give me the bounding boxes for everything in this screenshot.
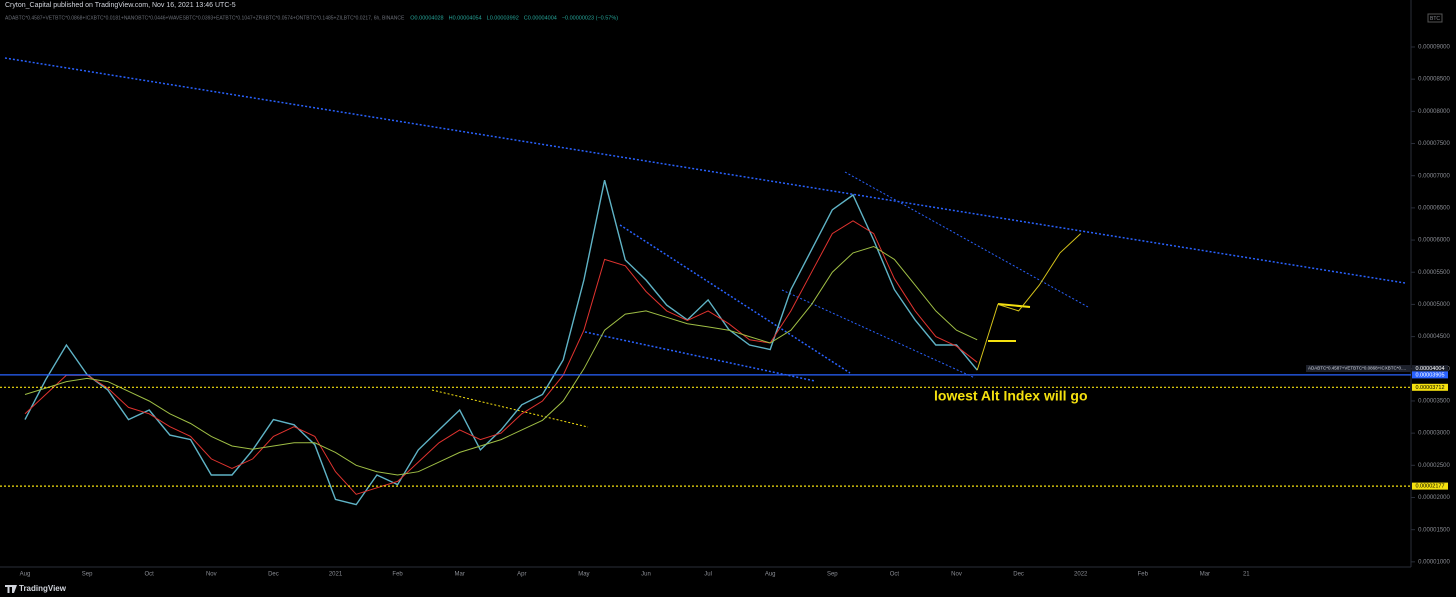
x-tick-label: Jun xyxy=(641,572,651,578)
y-tick-label: 0.00008500 xyxy=(1418,77,1450,83)
x-tick-label: Dec xyxy=(268,572,279,578)
brand: TradingView xyxy=(19,584,67,593)
x-tick-label: Feb xyxy=(392,572,403,578)
price-line xyxy=(24,180,978,506)
x-tick-label: Mar xyxy=(455,572,465,578)
y-tick-label: 0.00009000 xyxy=(1418,45,1450,51)
publisher: Cryton_Capital published on TradingView.… xyxy=(5,2,236,9)
symbol-row: ADABTC*0.4587+VETBTC*0.0868+ICXBTC*0.018… xyxy=(5,15,405,21)
brand-logo xyxy=(5,585,17,593)
y-tick-label: 0.00002500 xyxy=(1418,463,1450,469)
level-tag xyxy=(1412,383,1448,391)
trendline xyxy=(431,389,589,428)
x-tick-label: Sep xyxy=(82,572,93,578)
y-tick-label: 0.00003500 xyxy=(1418,399,1450,405)
y-tick-label: 0.00007500 xyxy=(1418,141,1450,147)
x-tick-label: 21 xyxy=(1243,572,1250,578)
trendline xyxy=(619,224,851,374)
level-tag xyxy=(1412,371,1448,379)
y-tick-label: 0.00003000 xyxy=(1418,431,1450,437)
currency-box xyxy=(1427,13,1443,23)
y-tick-label: 0.00006000 xyxy=(1418,238,1450,244)
level-tag xyxy=(1412,365,1448,373)
ohlc-value: H0.00004054 xyxy=(449,15,482,21)
footer xyxy=(0,580,1456,597)
x-tick-label: Oct xyxy=(890,572,900,578)
x-tick-label: Mar xyxy=(1200,572,1210,578)
x-tick-label: Sep xyxy=(827,572,838,578)
x-tick-label: Dec xyxy=(1013,572,1024,578)
ohlc-value: −0.00000023 (−0.57%) xyxy=(562,15,618,21)
symbol: ADABTC*0.4587+VETBTC*0.0868+ICXBTC*0.018… xyxy=(5,15,405,21)
price-line xyxy=(24,220,978,495)
x-tick-label: Apr xyxy=(517,572,526,578)
trendline xyxy=(781,289,976,379)
x-tick-label: May xyxy=(578,572,589,578)
y-tick-label: 0.00001000 xyxy=(1418,559,1450,565)
x-tick-label: Nov xyxy=(951,572,962,578)
trendlines xyxy=(4,57,1406,428)
y-tick-label: 0.00005500 xyxy=(1418,270,1450,276)
level-label: 0.00002177 xyxy=(1415,484,1444,490)
ohlc-value: L0.00003992 xyxy=(487,15,519,21)
level-tag xyxy=(1412,482,1448,490)
x-tick-label: Aug xyxy=(765,572,776,578)
symbol-tag xyxy=(1306,365,1411,373)
y-tick-label: 0.00004500 xyxy=(1418,334,1450,340)
annotation: lowest Alt Index will go xyxy=(934,388,1088,404)
y-tick-label: 0.00001500 xyxy=(1418,527,1450,533)
x-tick-label: Feb xyxy=(1138,572,1149,578)
y-tick-label: 0.00006500 xyxy=(1418,205,1450,211)
x-tick-label: Nov xyxy=(206,572,217,578)
ohlc-value: C0.00004004 xyxy=(524,15,557,21)
x-tick-label: Jul xyxy=(704,572,712,578)
x-tick-label: 2022 xyxy=(1074,572,1088,578)
price-line xyxy=(24,245,978,476)
currency: BTC xyxy=(1430,16,1440,22)
x-tick-label: Aug xyxy=(20,572,31,578)
trendline xyxy=(584,331,816,382)
flag-line xyxy=(997,303,1031,308)
price-line xyxy=(976,233,1082,371)
y-tick-label: 0.00007000 xyxy=(1418,173,1450,179)
y-tick-label: 0.00002000 xyxy=(1418,495,1450,501)
y-tick-label: 0.00008000 xyxy=(1418,109,1450,115)
level-label: 0.00003712 xyxy=(1415,385,1444,391)
trendline xyxy=(4,57,1406,284)
symbol-tag-label: ADABTC*0.4587+VETBTC*0.0868+ICXBTC*0.... xyxy=(1308,366,1406,371)
level-label: 0.00003905 xyxy=(1415,372,1444,378)
level-label: 0.00004004 xyxy=(1415,366,1444,372)
ohlc-value: O0.00004028 xyxy=(410,15,443,21)
y-tick-label: 0.00005000 xyxy=(1418,302,1450,308)
x-tick-label: Oct xyxy=(145,572,155,578)
x-tick-label: 2021 xyxy=(329,572,343,578)
